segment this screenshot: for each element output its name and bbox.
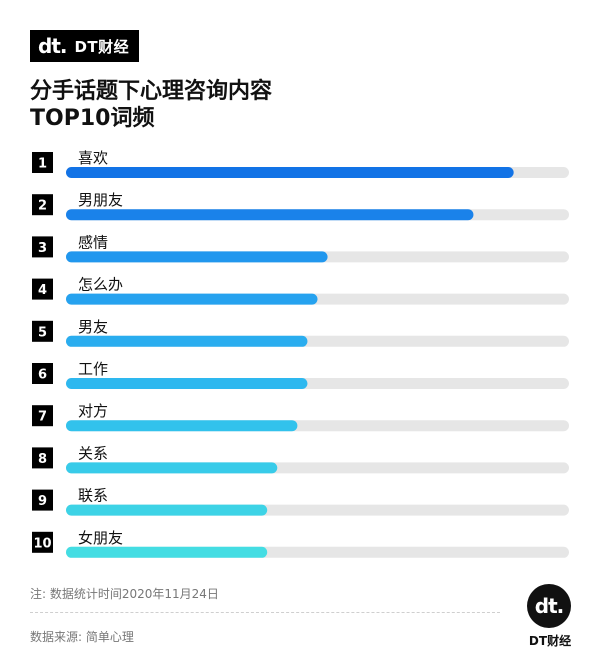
rank-badge: [32, 320, 53, 342]
footnote: 注: 数据统计时间2020年11月24日: [30, 587, 219, 601]
brand-name: DT财经: [74, 37, 130, 56]
rank-number: 3: [38, 241, 47, 256]
bar: [66, 251, 328, 263]
rank-number: 7: [38, 410, 47, 425]
rank-number: 5: [38, 325, 47, 340]
category-label: 怎么办: [78, 276, 123, 294]
rank-badge: [32, 531, 53, 553]
category-label: 男友: [78, 318, 108, 336]
bar: [66, 167, 514, 178]
chart-title: 分手话题下心理咨询内容 TOP10词频: [30, 78, 272, 132]
rank-number: 4: [38, 283, 47, 298]
bar: [66, 546, 268, 558]
category-label: 男朋友: [78, 191, 123, 209]
brand-logo-mark: dt.: [38, 34, 68, 58]
rank-number: 9: [38, 494, 47, 509]
rank-number: 6: [38, 368, 47, 383]
rank-badge: [32, 489, 53, 511]
bar: [66, 462, 278, 474]
rank-badge: [32, 363, 53, 384]
bar: [66, 504, 268, 516]
category-label: 工作: [78, 360, 108, 378]
rank-number: 2: [38, 199, 47, 214]
rank-badge: [32, 447, 53, 469]
rank-number: 8: [38, 452, 47, 467]
rank-badge: [32, 152, 53, 173]
bar: [66, 209, 474, 221]
rank-number: 10: [33, 536, 51, 551]
chart-title-line-2: TOP10词频: [30, 106, 155, 131]
brand-badge: dt. DT财经: [30, 30, 140, 62]
data-source: 数据来源: 简单心理: [30, 630, 134, 644]
rank-number: 1: [38, 157, 47, 172]
bar: [66, 420, 298, 432]
category-label: 关系: [78, 444, 108, 462]
category-label: 女朋友: [78, 529, 123, 547]
bar: [66, 335, 308, 347]
bar: [66, 378, 308, 389]
rank-badge: [32, 236, 53, 258]
rank-badge: [32, 278, 53, 300]
rank-badge: [32, 194, 53, 216]
bar-chart: 1 喜欢 2 男朋友 3 感情 4 怎么办 5 男友 6 工作 7 对方 8 关系 9 联系 10 女朋友: [32, 149, 569, 558]
category-label: 联系: [78, 487, 108, 505]
rank-badge: [32, 405, 53, 427]
bar: [66, 293, 318, 305]
chart-title-line-1: 分手话题下心理咨询内容: [30, 79, 273, 104]
category-label: 对方: [78, 402, 108, 420]
dt-logo-icon: dt.: [527, 584, 571, 628]
footer-divider: [30, 612, 500, 613]
category-label: 喜欢: [78, 149, 108, 167]
logo-mark: dt.: [534, 594, 565, 618]
category-label: 感情: [78, 233, 108, 251]
logo-name: DT财经: [528, 634, 572, 648]
